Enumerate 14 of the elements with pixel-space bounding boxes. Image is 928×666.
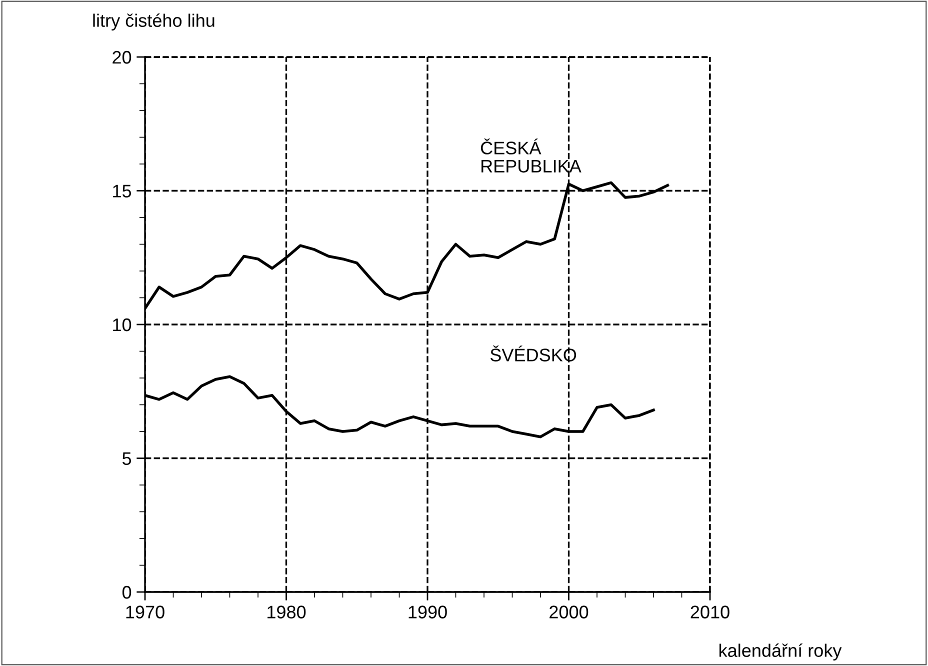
- series-label: ČESKÁ REPUBLIKA: [480, 138, 582, 173]
- y-axis-title: litry čistého lihu: [93, 13, 214, 31]
- y-tick-label: 5: [122, 452, 132, 465]
- x-axis-title: kalendářní roky: [720, 643, 842, 661]
- y-tick-label: 20: [112, 50, 132, 64]
- y-tick-label: 15: [113, 184, 132, 198]
- y-tick-label: 10: [113, 318, 132, 332]
- x-tick-label: 1980: [268, 606, 306, 618]
- x-tick-label: 1970: [126, 606, 164, 618]
- y-tick-label: 0: [122, 586, 132, 599]
- x-tick-label: 2010: [690, 606, 730, 618]
- text: ŠVÉDSKO: [490, 345, 576, 362]
- x-tick-label: 2000: [550, 606, 588, 618]
- x-tick-label: 1990: [408, 606, 447, 618]
